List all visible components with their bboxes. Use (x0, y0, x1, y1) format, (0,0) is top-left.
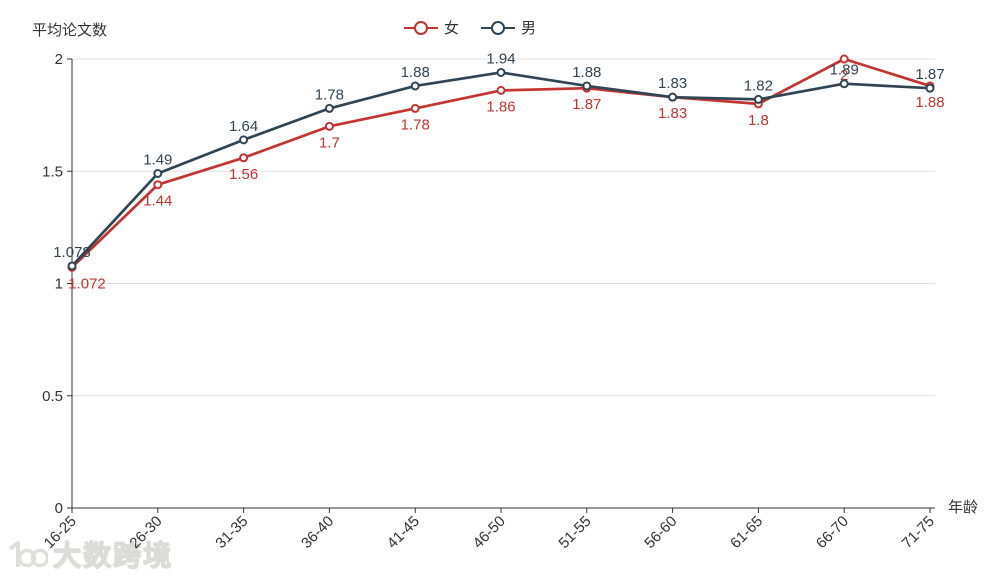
data-point (410, 103, 420, 113)
legend-item-female[interactable]: 女 (404, 17, 459, 38)
x-tick-label: 31-35 (212, 513, 251, 552)
y-tick-label: 1 (55, 276, 63, 293)
data-label: 1.83 (658, 75, 687, 92)
data-label: 1.86 (486, 98, 515, 115)
data-point (410, 81, 420, 91)
data-label: 1.072 (68, 275, 106, 292)
legend-item-male[interactable]: 男 (481, 17, 536, 38)
x-tick-label: 51-55 (555, 513, 594, 552)
x-tick-label: 61-65 (727, 513, 766, 552)
y-tick-label: 1.5 (42, 163, 63, 180)
x-tick-label: 46-50 (470, 513, 509, 552)
data-point (324, 103, 334, 113)
data-label: 1.87 (915, 66, 944, 83)
data-point (324, 121, 334, 131)
x-axis-title: 年龄 (948, 499, 979, 516)
data-label: 1.78 (401, 116, 430, 133)
data-point (753, 94, 763, 104)
data-label: 1.87 (572, 96, 601, 113)
legend-line-marker-icon (404, 20, 438, 35)
legend-label: 男 (521, 20, 537, 37)
data-label: 1.94 (486, 50, 515, 67)
data-point (925, 83, 935, 93)
data-point (239, 135, 249, 145)
x-tick-label: 56-60 (641, 513, 680, 552)
x-tick-label: 66-70 (813, 513, 852, 552)
legend-line-marker-icon (481, 20, 516, 35)
data-point (67, 261, 77, 271)
data-label: 1.7 (319, 134, 340, 151)
data-label: 1.8 (748, 112, 769, 129)
y-tick-label: 0 (55, 500, 63, 517)
watermark-text: 大数跨境 (52, 539, 174, 571)
data-point (839, 54, 849, 64)
x-tick-label: 16-25 (41, 513, 80, 552)
data-point (153, 168, 163, 178)
x-tick-label: 41-45 (384, 513, 423, 552)
data-point (582, 81, 592, 91)
x-tick-label: 26-30 (126, 513, 165, 552)
data-label: 1.82 (744, 77, 773, 94)
data-label: 1.88 (401, 64, 430, 81)
data-label: 1.89 (830, 62, 859, 79)
y-tick-label: 2 (55, 51, 63, 68)
data-point (496, 85, 506, 95)
watermark-100-logo-icon (8, 541, 48, 568)
data-label: 1.88 (915, 94, 944, 111)
x-tick-label: 36-40 (298, 513, 337, 552)
data-point (153, 180, 163, 190)
legend: 女男 (404, 17, 536, 38)
data-label: 1.078 (53, 244, 91, 261)
data-label: 1.44 (143, 193, 172, 210)
data-label: 1.56 (229, 166, 258, 183)
y-axis-title: 平均论文数 (32, 22, 108, 39)
data-point (839, 79, 849, 89)
data-point (239, 153, 249, 163)
x-tick-label: 71-75 (899, 513, 938, 552)
data-label: 1.49 (143, 151, 172, 168)
watermark: 大数跨境 (2, 534, 173, 574)
y-tick-label: 0.5 (42, 388, 63, 405)
data-label: 1.83 (658, 105, 687, 122)
data-label: 2 (840, 67, 848, 84)
data-point (668, 92, 678, 102)
data-label: 1.64 (229, 118, 258, 135)
legend-label: 女 (444, 20, 460, 37)
data-point (496, 67, 506, 77)
data-label: 1.78 (315, 86, 344, 103)
data-label: 1.88 (572, 64, 601, 81)
